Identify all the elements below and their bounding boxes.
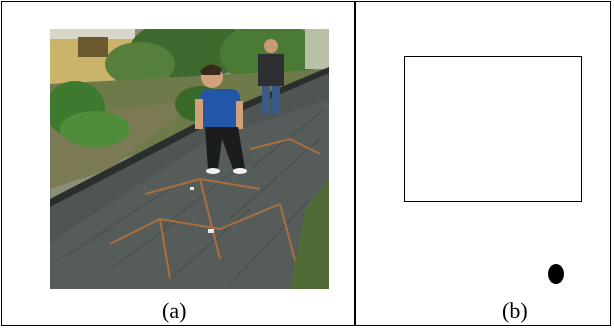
target-rectangle	[404, 56, 582, 202]
column-divider	[354, 2, 356, 325]
caption-b: (b)	[502, 298, 528, 323]
panel-a: (a)	[2, 2, 354, 325]
caption-a: (a)	[162, 298, 187, 323]
target-dot	[548, 264, 564, 284]
panel-b: (b)	[355, 2, 611, 325]
photo-person-hopping-on-paved-path	[50, 29, 329, 289]
